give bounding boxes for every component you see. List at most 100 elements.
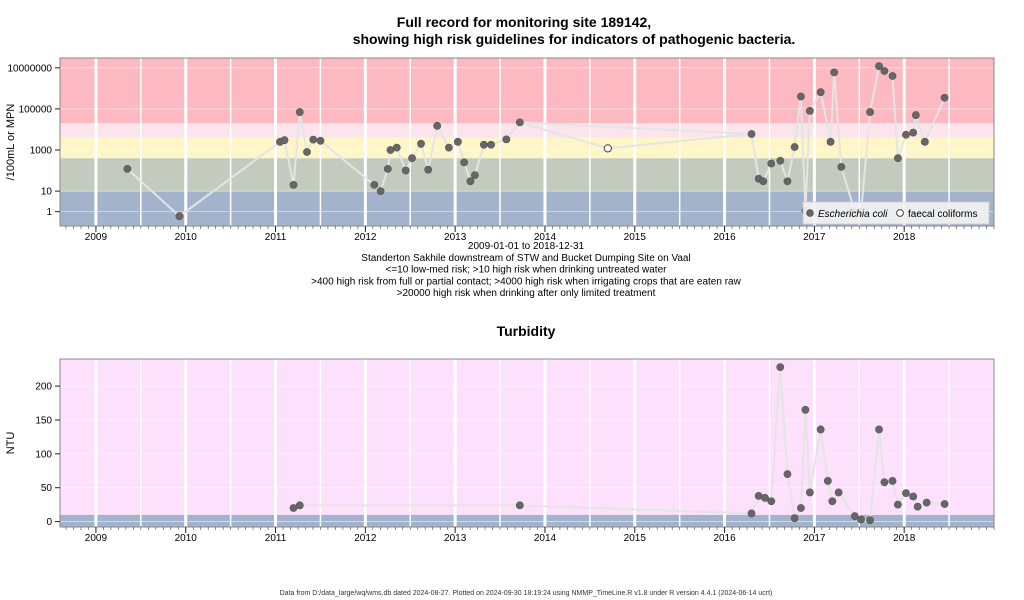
data-point-s0-51	[911, 111, 920, 119]
data-point-s0-23	[894, 500, 902, 509]
data-point-s0-7	[309, 135, 318, 144]
x-tick-label-2013: 2013	[444, 533, 467, 544]
data-point-s0-25	[909, 492, 918, 501]
data-point-s0-17	[424, 165, 433, 174]
data-point-s0-38	[816, 88, 825, 97]
y-tick-label-0: 0	[46, 517, 52, 528]
data-point-s0-22	[888, 477, 897, 485]
x-tick-label-2010: 2010	[175, 533, 198, 544]
y-tick-label-1: 10	[41, 187, 53, 198]
data-point-s0-14	[401, 166, 410, 175]
data-point-s0-46	[880, 67, 889, 75]
data-point-s0-24	[479, 140, 488, 149]
data-point-s0-53	[940, 93, 949, 102]
risk-band-0	[60, 514, 994, 527]
data-point-s0-28	[747, 130, 756, 138]
data-point-s0-12	[805, 488, 814, 497]
data-point-s0-11	[801, 405, 810, 414]
data-point-s0-9	[790, 514, 799, 523]
data-point-s0-19	[444, 143, 453, 152]
data-point-s0-31	[767, 159, 776, 168]
x-tick-label-2009: 2009	[85, 232, 108, 243]
footer-note: Data from D:/data_large/wq/wms.db dated …	[280, 590, 773, 597]
risk-band-1	[60, 158, 994, 192]
data-point-s0-16	[834, 488, 843, 497]
caption-line-2: <=10 low-med risk; >10 high risk when dr…	[386, 265, 668, 276]
x-tick-label-2012: 2012	[354, 232, 377, 243]
data-point-s0-17	[850, 512, 859, 521]
y-tick-label-1: 50	[41, 483, 53, 494]
y-axis-title: NTU	[5, 432, 17, 455]
data-point-s0-8	[783, 470, 792, 479]
data-point-s0-52	[920, 137, 929, 146]
legend-box	[802, 201, 990, 225]
data-point-s0-20	[453, 137, 462, 146]
x-tick-label-2015: 2015	[624, 232, 647, 243]
data-point-s0-27	[922, 498, 931, 507]
caption-line-4: >20000 high risk when drinking after onl…	[397, 288, 656, 299]
data-point-s0-11	[383, 165, 392, 173]
turbidity-panel: 2009 2010 2011 2012 2013 2014 2015 2016 2017 2018…	[5, 358, 995, 544]
data-point-s0-26	[502, 135, 511, 144]
data-point-s0-49	[902, 130, 910, 139]
data-point-s0-48	[894, 154, 902, 163]
data-point-s0-3	[280, 136, 289, 145]
x-tick-label-2011: 2011	[265, 232, 287, 243]
data-point-s0-13	[392, 143, 401, 152]
caption-line-3: >400 high risk from full or partial cont…	[311, 276, 741, 287]
x-tick-label-2015: 2015	[624, 533, 647, 544]
data-point-s0-28	[940, 500, 949, 508]
x-tick-label-2011: 2011	[265, 533, 287, 544]
risk-band-2	[60, 137, 994, 159]
series-line-0	[126, 64, 946, 218]
data-point-s0-18	[433, 121, 442, 130]
data-point-s0-2	[515, 501, 524, 510]
data-point-s0-5	[295, 108, 304, 116]
data-point-s0-45	[875, 62, 883, 71]
data-point-s0-20	[875, 425, 883, 434]
data-point-s0-41	[837, 163, 846, 171]
y-tick-label-4: 200	[35, 382, 52, 393]
data-point-s0-32	[776, 156, 785, 165]
data-point-s0-25	[487, 140, 495, 149]
risk-band-1	[60, 359, 994, 515]
data-point-s0-6	[767, 497, 776, 506]
data-point-s0-24	[902, 489, 910, 498]
data-point-s1-0	[603, 144, 612, 153]
data-point-s0-5	[761, 493, 769, 502]
data-point-s0-33	[783, 177, 792, 186]
data-point-s0-14	[823, 477, 832, 485]
caption-line-1: Standerton Sakhile downstream of STW and…	[361, 253, 690, 264]
data-point-s0-7	[776, 363, 785, 372]
data-point-s0-10	[797, 504, 805, 512]
plot-frame	[59, 358, 995, 528]
data-point-s0-3	[747, 509, 756, 518]
data-point-s0-47	[888, 72, 897, 80]
bacteria-panel: 2009 2010 2011 2012 2013 2014 2015 2016 2017 2018…	[5, 57, 995, 243]
data-point-s0-18	[857, 515, 865, 524]
data-point-s0-1	[295, 501, 304, 510]
y-axis-title: /100mL or MPN	[5, 104, 17, 181]
chart-title-line1: Full record for monitoring site 189142,	[397, 14, 651, 30]
data-point-s0-30	[759, 177, 768, 186]
x-tick-label-2014: 2014	[534, 232, 557, 243]
x-tick-label-2018: 2018	[893, 533, 916, 544]
data-point-s0-50	[909, 128, 918, 137]
data-point-s0-27	[515, 118, 524, 127]
data-point-s0-40	[830, 68, 839, 77]
data-point-s0-23	[471, 171, 479, 180]
legend: Escherichia coli faecal coliforms	[802, 201, 990, 225]
data-point-s0-15	[408, 154, 416, 163]
data-point-s0-9	[370, 181, 379, 189]
x-tick-label-2018: 2018	[893, 232, 916, 243]
legend-marker-0	[806, 209, 814, 217]
y-tick-label-2: 1000	[30, 145, 53, 156]
data-point-s0-19	[866, 516, 874, 525]
legend-label-1: faecal coliforms	[908, 209, 977, 220]
y-tick-label-0: 1	[46, 207, 52, 218]
plot-frame	[59, 57, 995, 227]
data-point-s0-44	[866, 108, 874, 116]
data-point-s0-10	[376, 187, 385, 195]
risk-band-4	[60, 58, 994, 124]
